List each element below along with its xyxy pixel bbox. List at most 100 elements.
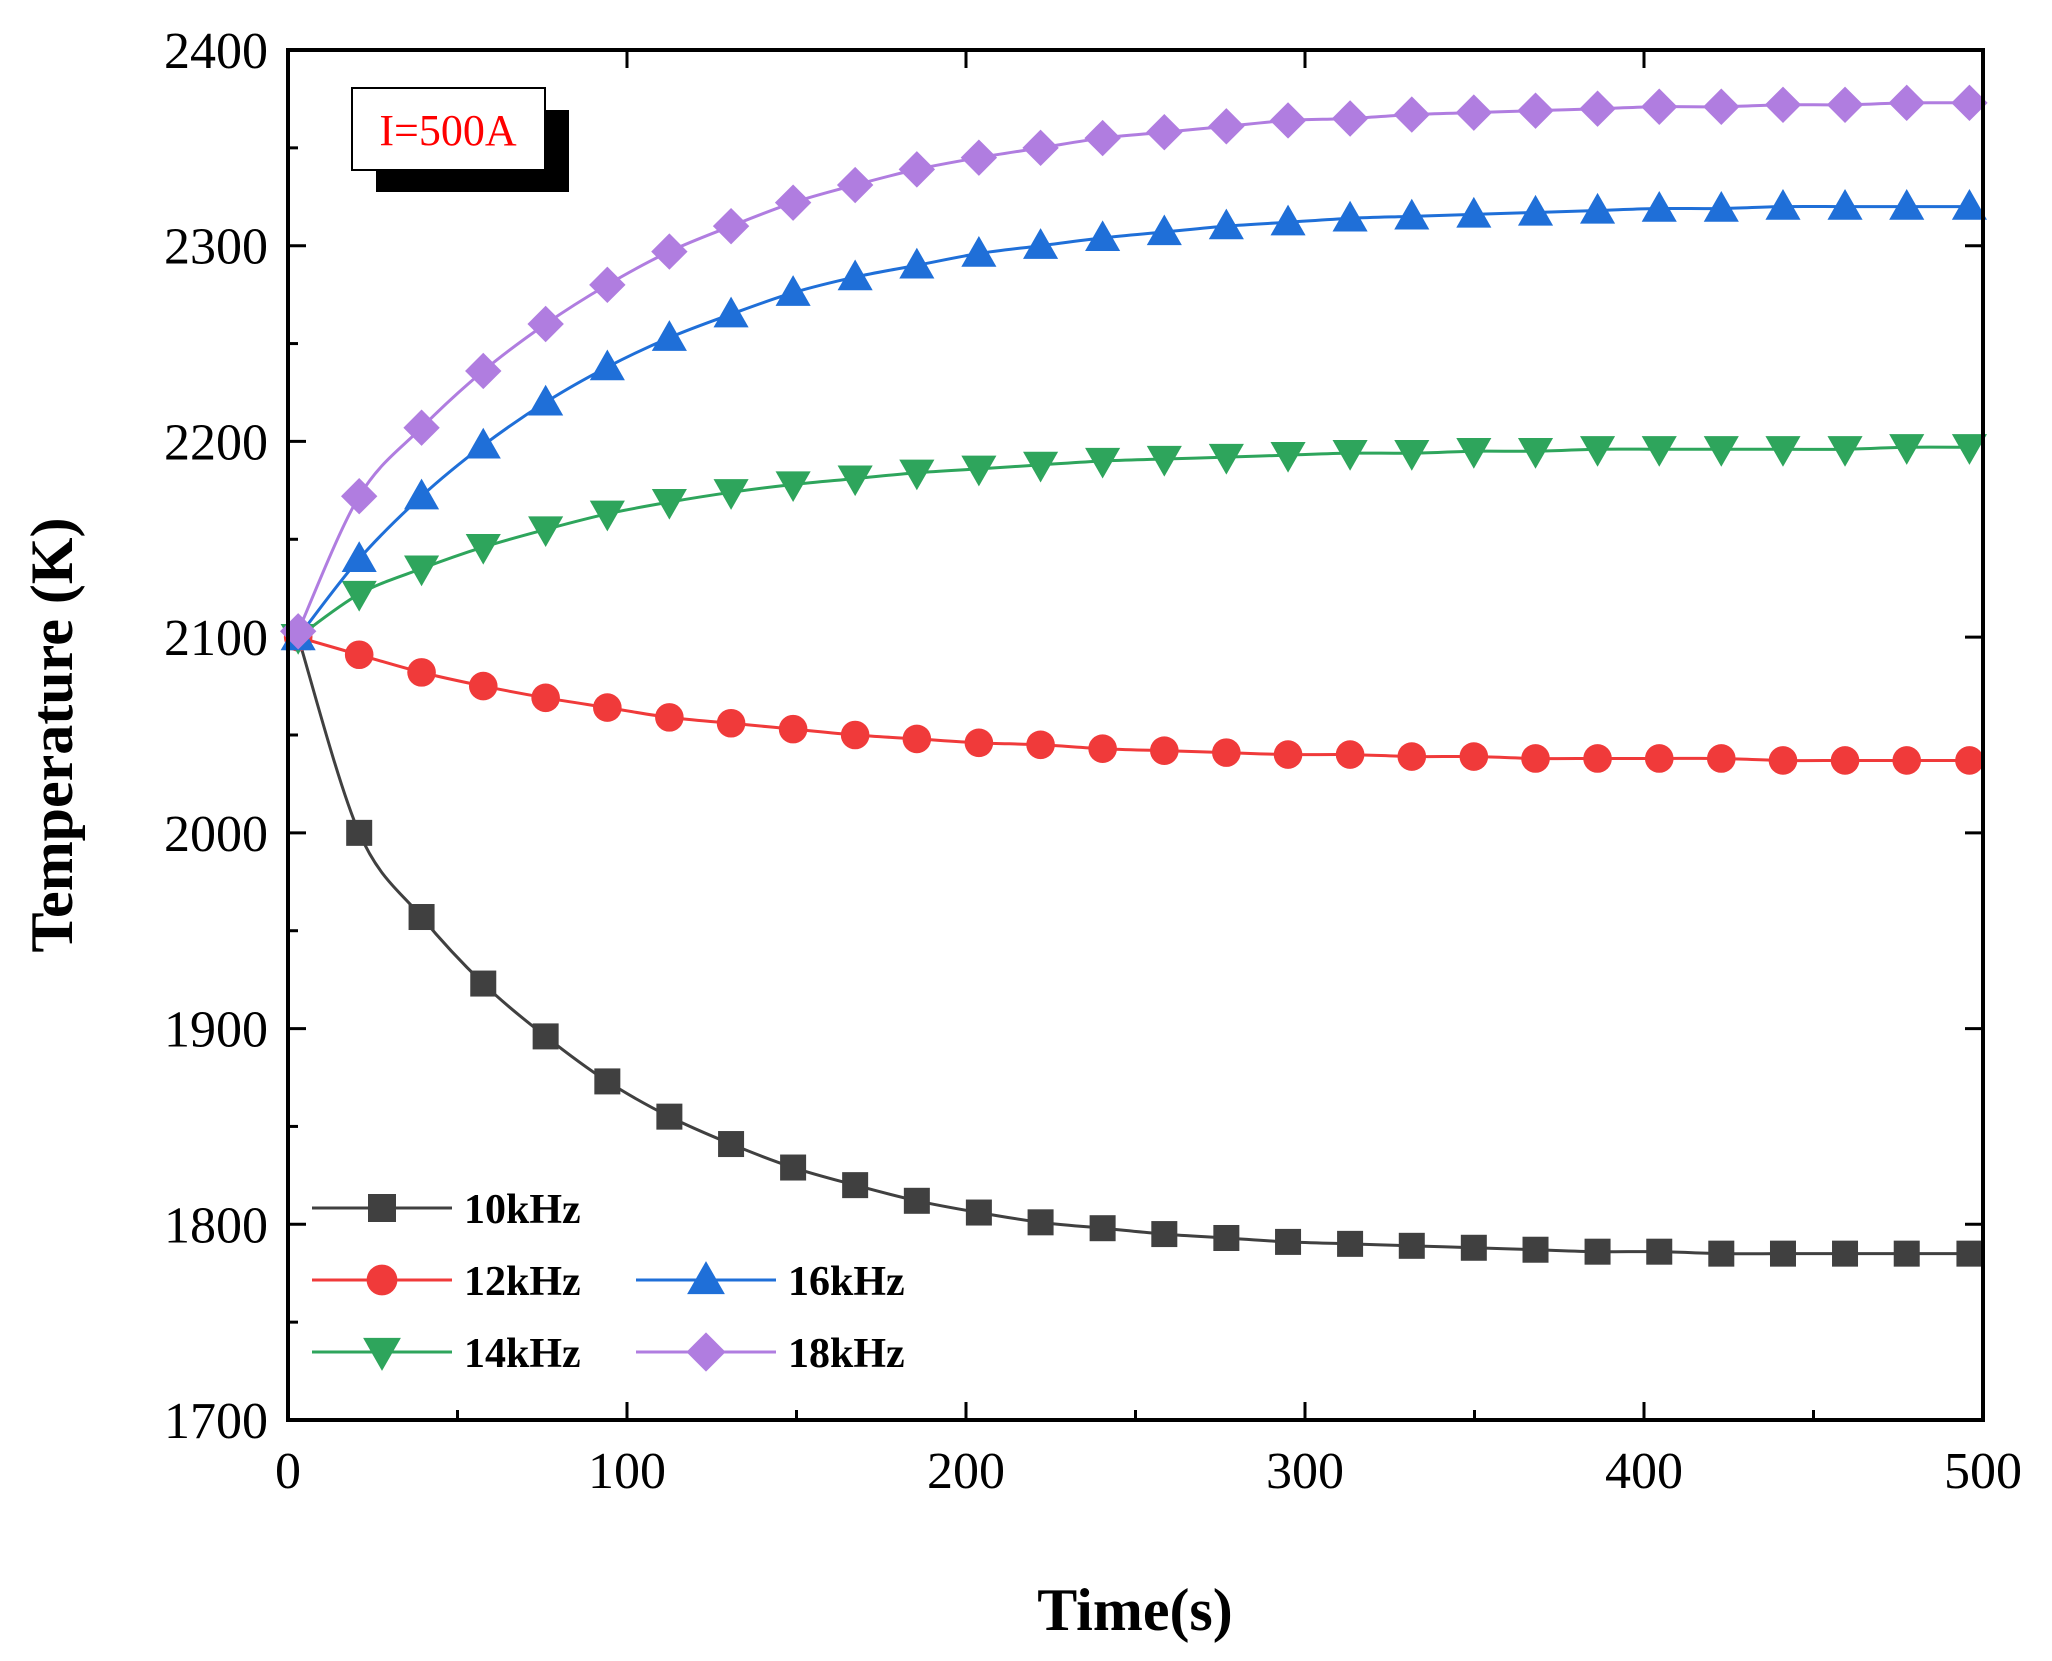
data-point-18kHz [1331, 100, 1369, 137]
data-point-12kHz [964, 728, 994, 758]
data-point-14kHz [1951, 434, 1987, 465]
data-point-12kHz [1955, 746, 1984, 775]
annotation-label: I=500A [379, 106, 516, 155]
data-point-12kHz [655, 703, 684, 732]
data-point-18kHz [1951, 84, 1988, 122]
data-point-10kHz [1460, 1234, 1487, 1261]
legend-item-12kHz: 12kHz [312, 1259, 581, 1305]
data-point-14kHz [404, 555, 440, 587]
data-point-18kHz [1146, 114, 1183, 151]
data-point-14kHz [465, 533, 501, 565]
legend-item-18kHz: 18kHz [636, 1331, 905, 1377]
y-tick-label: 1700 [164, 1393, 268, 1450]
data-point-16kHz [713, 296, 749, 328]
series-14kHz [280, 434, 1987, 655]
data-point-14kHz [1394, 440, 1430, 471]
data-point-16kHz [899, 247, 935, 279]
data-point-18kHz [898, 151, 936, 188]
data-point-14kHz [1146, 445, 1182, 477]
data-point-12kHz [778, 714, 808, 744]
data-point-10kHz [1832, 1240, 1859, 1267]
data-point-12kHz [531, 683, 560, 713]
data-point-18kHz [1269, 102, 1307, 139]
data-point-14kHz [1456, 438, 1492, 469]
y-tick-label: 2000 [164, 806, 268, 863]
data-point-10kHz [1275, 1228, 1302, 1255]
data-point-16kHz [1827, 189, 1863, 220]
data-point-18kHz [465, 352, 502, 390]
data-point-10kHz [408, 904, 435, 931]
x-tick-label: 200 [927, 1443, 1005, 1500]
data-point-16kHz [1270, 204, 1306, 236]
data-point-12kHz [1212, 738, 1241, 767]
data-point-18kHz [403, 409, 440, 446]
data-point-10kHz [718, 1131, 745, 1158]
data-point-14kHz [713, 479, 749, 510]
data-point-16kHz [1703, 190, 1739, 222]
data-point-16kHz [1332, 200, 1368, 232]
data-point-18kHz [1393, 96, 1430, 133]
data-point-16kHz [1951, 189, 1987, 220]
y-tick-label: 2100 [164, 610, 268, 667]
data-point-12kHz [1892, 746, 1922, 775]
data-point-18kHz [960, 139, 998, 176]
data-point-14kHz [775, 471, 811, 503]
data-point-10kHz [1089, 1215, 1116, 1242]
y-tick-label: 2300 [164, 219, 268, 276]
y-tick-label: 1800 [164, 1197, 268, 1254]
data-point-10kHz [1398, 1232, 1425, 1259]
data-point-12kHz [1273, 740, 1303, 769]
data-point-16kHz [341, 541, 377, 573]
data-point-12kHz [902, 724, 932, 754]
data-point-16kHz [1889, 189, 1925, 220]
data-point-10kHz [1584, 1238, 1611, 1265]
data-point-12kHz [1459, 742, 1489, 771]
x-tick-label: 100 [588, 1443, 666, 1500]
data-point-14kHz [1641, 436, 1677, 467]
legend-label: 18kHz [788, 1331, 905, 1377]
data-point-16kHz [1394, 198, 1430, 230]
data-point-16kHz [1517, 194, 1554, 226]
data-point-10kHz [346, 819, 373, 846]
data-point-16kHz [961, 235, 997, 267]
data-point-14kHz [1827, 436, 1863, 467]
data-point-12kHz [344, 640, 374, 670]
data-point-14kHz [341, 580, 377, 612]
data-point-14kHz [1332, 440, 1368, 471]
legend: 10kHz 12kHz 14kHz 16kHz 18kHz [312, 1187, 905, 1377]
x-tick-label: 400 [1605, 1443, 1683, 1500]
data-point-18kHz [279, 613, 317, 650]
data-point-16kHz [1641, 190, 1677, 222]
data-point-10kHz [656, 1103, 683, 1130]
legend-marker [363, 1337, 401, 1371]
data-point-14kHz [1703, 436, 1739, 467]
data-point-18kHz [1517, 92, 1554, 129]
data-point-10kHz [1646, 1238, 1673, 1265]
legend-item-16kHz: 16kHz [636, 1259, 905, 1305]
series-layer [279, 84, 1988, 1267]
data-point-18kHz [340, 478, 378, 515]
x-tick-label: 500 [1944, 1443, 2022, 1500]
data-point-10kHz [842, 1172, 869, 1199]
data-point-10kHz [1769, 1240, 1796, 1267]
data-point-14kHz [651, 488, 687, 520]
data-point-12kHz [840, 720, 870, 750]
annotation-frame [351, 87, 546, 171]
data-point-16kHz [1456, 196, 1492, 228]
series-line-12kHz [297, 635, 1970, 763]
data-point-10kHz [965, 1199, 992, 1226]
tick-labels: 0 100 200 300 400 500 1700 1800 1900 2000 2100 2200… [164, 23, 2022, 1500]
data-point-12kHz [1521, 744, 1550, 773]
y-tick-label: 2400 [164, 23, 268, 80]
data-point-14kHz [1208, 443, 1244, 475]
data-point-14kHz [528, 516, 564, 548]
data-point-18kHz [1455, 94, 1493, 131]
data-point-18kHz [1764, 86, 1802, 123]
data-point-16kHz [775, 275, 811, 306]
series-18kHz [279, 84, 1988, 650]
data-point-16kHz [589, 349, 625, 381]
data-point-16kHz [1146, 214, 1182, 246]
legend-item-10kHz: 10kHz [312, 1187, 581, 1233]
data-point-10kHz [532, 1023, 559, 1050]
